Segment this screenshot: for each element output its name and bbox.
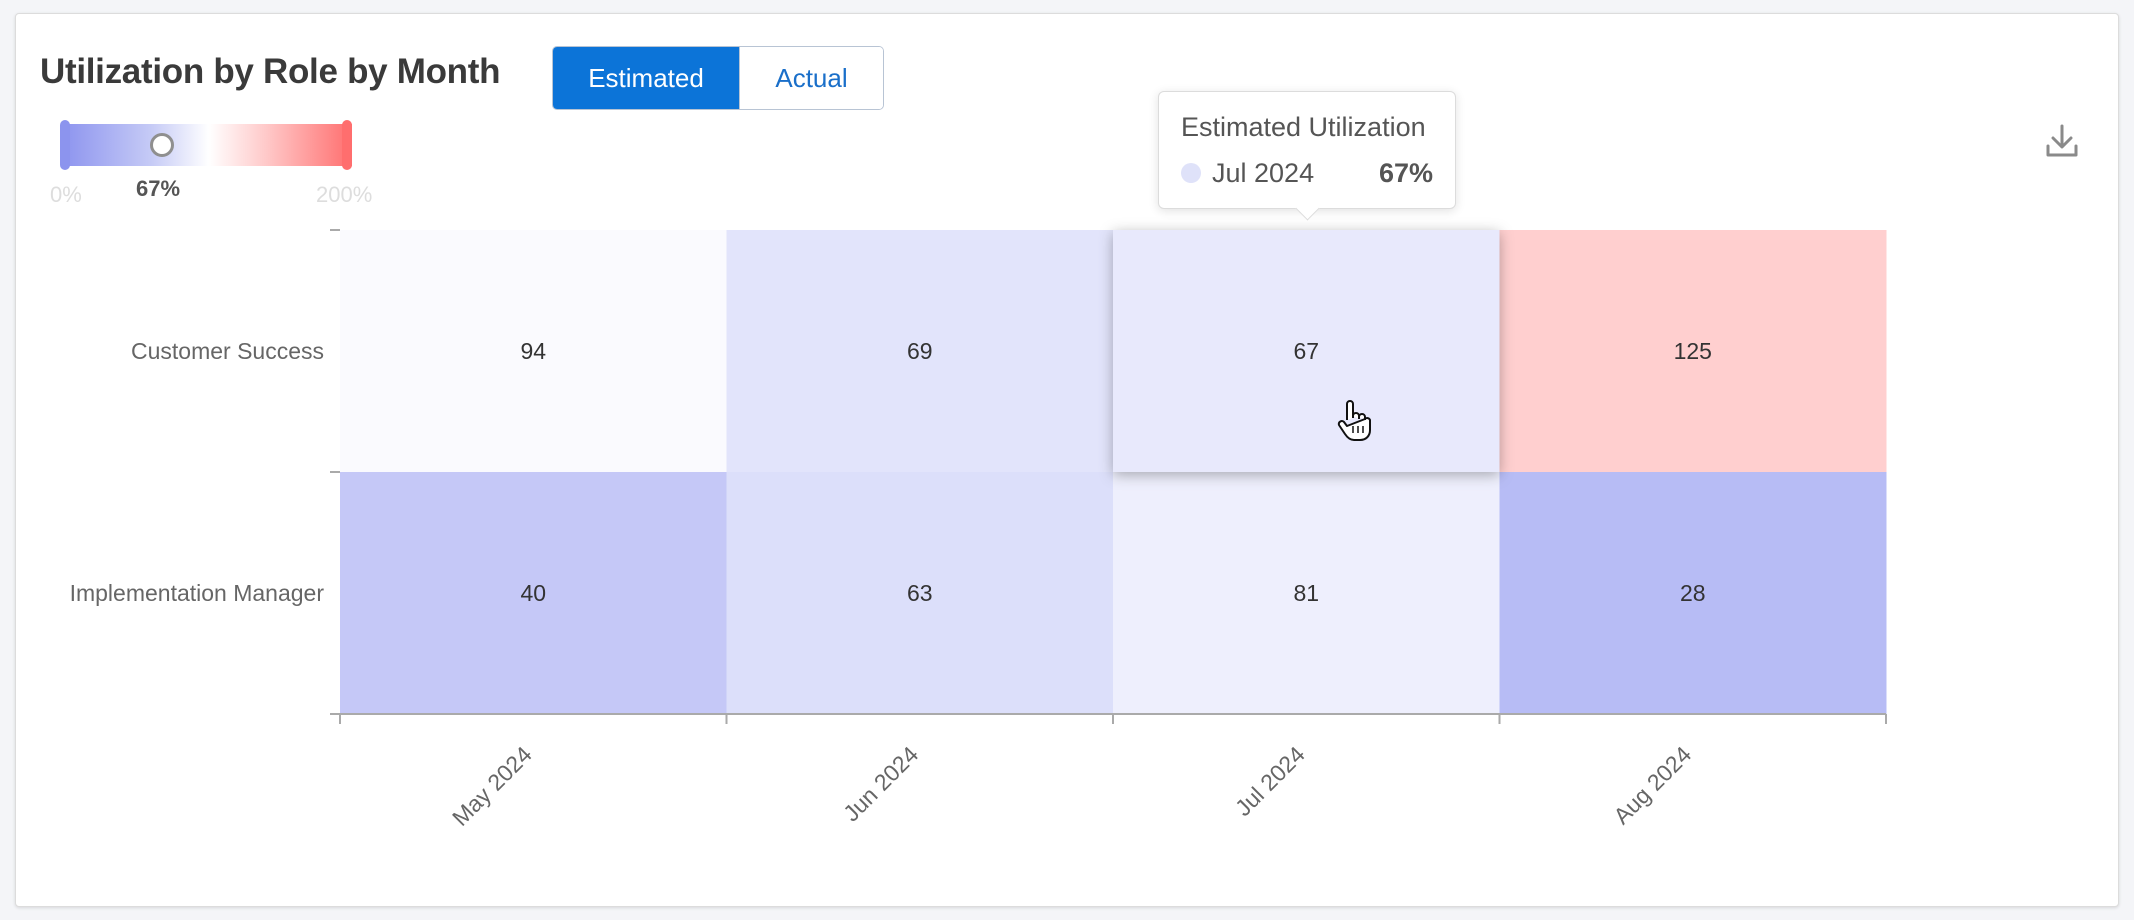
cell-value-label: 40 bbox=[520, 580, 546, 606]
estimated-button[interactable]: Estimated bbox=[553, 47, 739, 109]
heatmap-cell[interactable] bbox=[726, 230, 1114, 473]
cell-value-label: 81 bbox=[1293, 580, 1319, 606]
heatmap-cell[interactable] bbox=[340, 472, 727, 715]
x-axis-label: May 2024 bbox=[447, 741, 537, 831]
heatmap-cell[interactable] bbox=[1113, 472, 1500, 715]
x-axis-label: Aug 2024 bbox=[1608, 741, 1696, 829]
legend-max-label: 200% bbox=[316, 182, 373, 207]
color-scale-bar bbox=[66, 124, 352, 166]
legend-current-label: 67% bbox=[136, 176, 181, 201]
tooltip-label: Jul 2024 bbox=[1212, 158, 1315, 188]
highlight-overlay bbox=[1113, 230, 1500, 472]
cell-value-label: 94 bbox=[520, 338, 546, 364]
legend-min-handle[interactable] bbox=[60, 120, 70, 170]
cell-value-label: 63 bbox=[907, 580, 933, 606]
cell-value-label: 67 bbox=[1293, 338, 1319, 364]
mode-toggle: Estimated Actual bbox=[552, 46, 884, 110]
legend-min-label: 0% bbox=[50, 182, 82, 207]
actual-button[interactable]: Actual bbox=[739, 47, 883, 109]
cell-value-label: 69 bbox=[907, 338, 933, 364]
cell-value-label: 125 bbox=[1674, 338, 1712, 364]
legend-current-marker bbox=[149, 133, 174, 157]
cell-value-label: 28 bbox=[1680, 580, 1706, 606]
legend-max-handle[interactable] bbox=[342, 120, 352, 170]
tooltip-value: 67% bbox=[1378, 158, 1433, 188]
tooltip-color-dot bbox=[1181, 163, 1201, 183]
y-axis-label: Customer Success bbox=[131, 338, 324, 364]
x-axis-label: Jul 2024 bbox=[1230, 741, 1310, 821]
heatmap-cell[interactable] bbox=[726, 472, 1114, 715]
x-axis-label: Jun 2024 bbox=[838, 741, 923, 826]
heatmap-cell[interactable] bbox=[1499, 472, 1887, 715]
heatmap-cell[interactable] bbox=[1499, 230, 1887, 473]
color-scale-legend: 0% 67% 200% bbox=[50, 120, 372, 210]
pointer-hand-icon bbox=[1336, 398, 1372, 444]
heatmap-cell[interactable] bbox=[340, 230, 727, 473]
heatmap-cell-highlighted[interactable] bbox=[1113, 230, 1500, 472]
tooltip: Estimated Utilization Jul 2024 67% bbox=[1158, 91, 1456, 209]
y-axis-label: Implementation Manager bbox=[70, 580, 325, 606]
chart-title: Utilization by Role by Month bbox=[40, 52, 501, 91]
download-icon[interactable] bbox=[2044, 122, 2080, 160]
tooltip-title: Estimated Utilization bbox=[1181, 112, 1426, 142]
